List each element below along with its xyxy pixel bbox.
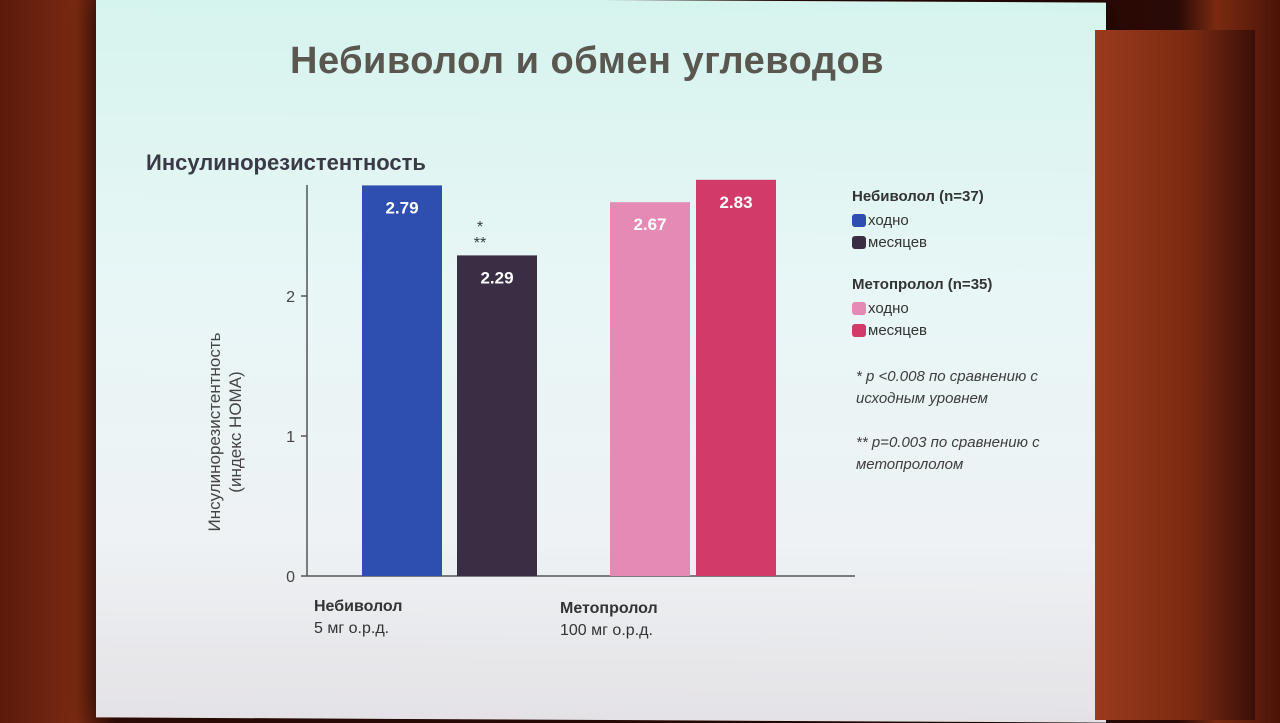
bar-value-label: 2.29 [480,268,513,287]
slide-title: Небиволол и обмен углеводов [290,40,885,82]
footnote-2: ** p=0.003 по сравнению с метопрололом [856,432,1040,476]
room-wall [1095,30,1255,720]
bar [362,185,442,576]
y-axis-label: Инсулинорезистентность (индекс HOMA) [204,282,246,582]
y-axis-label-line1: Инсулинорезистентность [205,332,224,532]
legend-swatch-met-after [852,323,866,337]
legend-item-label: месяцев [868,321,928,339]
y-tick-label: 0 [286,569,295,586]
legend-metoprolol: Метопролол (n=35) ходно месяцев [852,276,992,341]
legend-item-label: ходно [868,211,909,229]
x-label-group-1-name: Небиволол [314,598,403,615]
legend-item-label: месяцев [868,233,928,251]
y-tick-label: 1 [286,429,295,446]
footnote-2-line1: ** p=0.003 по сравнению с [856,434,1040,451]
bar [696,179,776,577]
significance-marker: ** [474,235,486,252]
y-tick-label: 2 [286,289,295,306]
legend-nebivolol: Небиволол (n=37) ходно месяцев [852,188,984,253]
slide-subtitle: Инсулинорезистентность [146,150,426,175]
legend-item: месяцев [852,231,984,253]
footnote-1-line2: исходным уровнем [856,390,988,407]
legend-nebivolol-header: Небиволол (n=37) [852,188,984,205]
x-label-group-1-dose: 5 мг о.р.д. [314,620,390,637]
footnote-1-line1: * p <0.008 по сравнению с [856,368,1038,385]
x-label-group-1: Небиволол 5 мг о.р.д. [314,596,402,640]
legend-swatch-neb-base [852,213,866,227]
legend-item-label: ходно [868,299,909,317]
bar [610,202,690,576]
x-label-group-2-name: Метопролол [560,600,658,617]
bar-value-label: 2.83 [719,193,752,212]
legend-swatch-met-base [852,301,866,315]
legend-item: ходно [852,209,984,231]
footnote-1: * p <0.008 по сравнению с исходным уровн… [856,366,1038,410]
bar-value-label: 2.79 [385,198,418,217]
footnote-2-line2: метопрололом [856,456,964,473]
legend-item: ходно [852,297,992,319]
x-label-group-2-dose: 100 мг о.р.д. [560,622,653,639]
bar [457,255,537,576]
bar-value-label: 2.67 [633,215,666,234]
legend-metoprolol-header: Метопролол (n=35) [852,276,993,293]
significance-marker: * [477,219,483,236]
y-axis-label-line2: (индекс HOMA) [226,371,245,493]
legend-swatch-neb-after [852,235,866,249]
legend-item: месяцев [852,319,992,341]
x-label-group-2: Метопролол 100 мг о.р.д. [560,598,658,642]
